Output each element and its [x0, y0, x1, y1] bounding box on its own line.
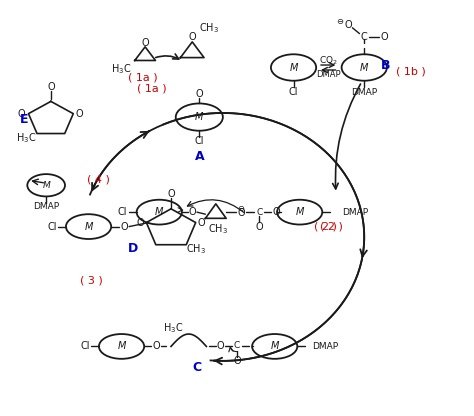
Text: ( 3 ): ( 3 )	[80, 275, 102, 285]
Text: CH$_3$: CH$_3$	[199, 21, 219, 35]
Text: C: C	[361, 32, 368, 42]
Text: O: O	[198, 218, 205, 228]
Text: C: C	[256, 208, 262, 217]
Text: $\ominus$: $\ominus$	[237, 204, 246, 213]
Text: B: B	[381, 59, 390, 72]
Text: M: M	[84, 222, 93, 232]
Text: ( 4 ): ( 4 )	[87, 174, 109, 184]
Text: ( 2 ): ( 2 )	[320, 222, 343, 232]
Text: O: O	[255, 222, 263, 232]
Text: O: O	[18, 109, 25, 119]
Text: DMAP: DMAP	[312, 342, 338, 351]
Text: O: O	[381, 32, 388, 42]
Text: O: O	[142, 38, 149, 48]
Text: O: O	[237, 208, 245, 218]
Text: O: O	[272, 207, 280, 217]
Text: O: O	[345, 20, 352, 30]
Text: C: C	[234, 341, 240, 350]
Text: CH$_3$: CH$_3$	[208, 223, 228, 236]
Text: O: O	[189, 207, 196, 217]
Text: CH$_3$: CH$_3$	[186, 242, 206, 256]
Text: ( 1b ): ( 1b )	[396, 67, 426, 77]
Text: DMAP: DMAP	[351, 88, 377, 97]
Text: O: O	[167, 189, 175, 199]
Text: O: O	[195, 89, 203, 99]
Text: Cl: Cl	[289, 87, 298, 97]
Text: O: O	[189, 32, 197, 42]
Text: M: M	[360, 62, 368, 72]
Text: M: M	[295, 207, 304, 217]
Text: D: D	[128, 242, 138, 255]
Text: DMAP: DMAP	[316, 70, 341, 79]
Text: CO$_2$: CO$_2$	[319, 54, 338, 67]
Text: O: O	[120, 222, 128, 232]
Text: M: M	[118, 342, 126, 352]
Text: DMAP: DMAP	[33, 202, 59, 211]
Text: O: O	[152, 342, 160, 352]
Text: Cl: Cl	[194, 136, 204, 146]
Text: M: M	[42, 181, 50, 190]
Text: M: M	[289, 62, 298, 72]
Text: ( 1a ): ( 1a )	[128, 73, 157, 83]
Text: O: O	[233, 356, 241, 366]
Text: $\ominus$: $\ominus$	[336, 17, 344, 26]
Text: H$_3$C: H$_3$C	[163, 321, 183, 335]
Text: DMAP: DMAP	[342, 208, 368, 217]
Text: Cl: Cl	[47, 222, 56, 232]
Text: M: M	[195, 112, 203, 122]
Text: M: M	[271, 342, 279, 352]
Text: E: E	[20, 113, 28, 126]
Text: Cl: Cl	[80, 342, 90, 352]
Text: O: O	[137, 218, 145, 228]
Text: Cl: Cl	[117, 207, 127, 217]
Text: A: A	[194, 150, 204, 163]
Text: C: C	[192, 362, 201, 374]
Text: ( 2 ): ( 2 )	[314, 222, 337, 232]
Text: O: O	[47, 82, 55, 92]
Text: H$_3$C: H$_3$C	[17, 131, 37, 145]
Text: M: M	[155, 207, 164, 217]
Text: H$_3$C: H$_3$C	[111, 63, 132, 77]
Text: O: O	[75, 109, 83, 119]
Text: O: O	[217, 342, 224, 352]
Text: ( 1a ): ( 1a )	[137, 83, 167, 93]
